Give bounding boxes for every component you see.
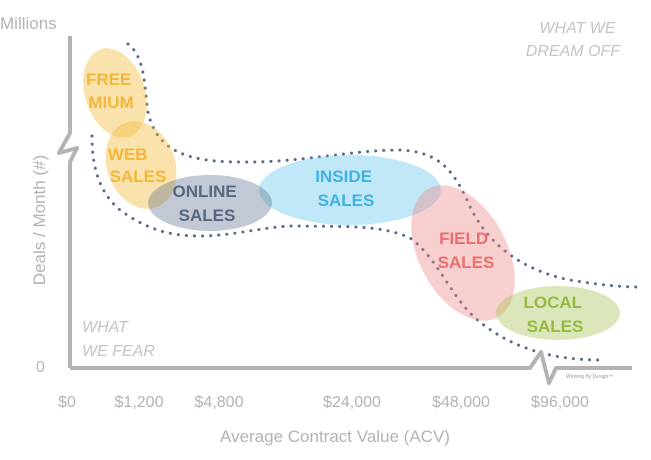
x-tick: $24,000 xyxy=(323,394,381,411)
blob-field-sales xyxy=(411,185,515,321)
segment-labels: FREE MIUM WEB SALES ONLINE SALES INSIDE … xyxy=(86,70,587,336)
axes xyxy=(57,36,632,385)
blob-online-sales xyxy=(148,175,272,231)
y-axis-zero-tick: 0 xyxy=(36,359,45,376)
lower-frontier-curve xyxy=(90,134,602,362)
dream-annotation: WHAT WE DREAM OFF xyxy=(526,20,621,60)
label-inside-sales: INSIDE SALES xyxy=(315,167,376,210)
y-axis-line xyxy=(57,36,79,368)
label-web-sales: WEB SALES xyxy=(108,145,167,186)
upper-frontier-curve xyxy=(126,42,642,289)
y-axis-unit: Millions xyxy=(0,14,57,33)
x-tick: $0 xyxy=(58,394,76,411)
label-online-sales: ONLINE SALES xyxy=(173,182,242,225)
x-tick: $96,000 xyxy=(531,394,589,411)
blob-freemium xyxy=(83,48,147,138)
x-axis-line xyxy=(70,350,632,385)
y-axis-title: Deals / Month (#) xyxy=(30,155,49,285)
x-tick: $48,000 xyxy=(432,394,490,411)
segment-blobs xyxy=(83,48,620,340)
fear-annotation: WHAT WE FEAR xyxy=(82,319,155,360)
x-axis-title: Average Contract Value (ACV) xyxy=(220,427,450,446)
blob-web-sales xyxy=(105,121,177,209)
x-tick: $1,200 xyxy=(115,394,164,411)
x-tick: $4,800 xyxy=(195,394,244,411)
label-local-sales: LOCAL SALES xyxy=(524,293,587,336)
label-freemium: FREE MIUM xyxy=(86,70,136,112)
label-field-sales: FIELD SALES xyxy=(438,229,495,272)
x-axis-ticks: $0 $1,200 $4,800 $24,000 $48,000 $96,000 xyxy=(58,394,589,411)
blob-inside-sales xyxy=(259,155,441,225)
blob-local-sales xyxy=(496,286,620,340)
credit-watermark: Winning By Design™ xyxy=(566,374,613,380)
